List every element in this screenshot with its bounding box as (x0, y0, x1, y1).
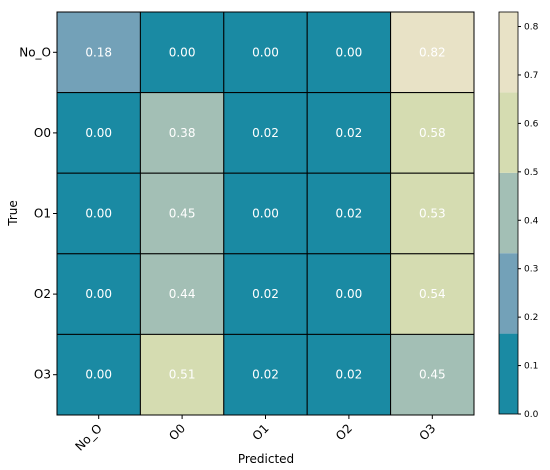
colorbar-tick-label: 0.4 (524, 216, 539, 226)
heatmap-cell (223, 253, 308, 335)
heatmap-cell (223, 333, 308, 416)
cell-value-label: 0.38 (169, 126, 196, 140)
cell-value-label: 0.00 (85, 287, 112, 301)
colorbar-outline (498, 11, 519, 415)
heatmap-cell (139, 172, 225, 255)
cell-value-label: 0.02 (252, 126, 279, 140)
cell-value-label: 0.02 (252, 368, 279, 382)
heatmap-cell (390, 333, 475, 416)
cell-value-label: 0.00 (252, 45, 279, 59)
cell-value-label: 0.54 (419, 287, 446, 301)
cell-value-label: 0.00 (85, 368, 112, 382)
cell-value-label: 0.45 (419, 368, 446, 382)
heatmap-cell (56, 11, 141, 94)
colorbar-band (499, 12, 518, 93)
y-tick-label: O3 (34, 368, 51, 382)
heatmap-cell (306, 11, 392, 94)
heatmap-cell (56, 333, 141, 416)
heatmap-cell (390, 172, 475, 255)
cell-value-label: 0.58 (419, 126, 446, 140)
x-tick-label: O1 (250, 421, 272, 443)
cell-value-label: 0.51 (169, 368, 196, 382)
x-axis-label: Predicted (238, 452, 294, 466)
heatmap-cell (223, 92, 308, 174)
heatmap-cell (139, 333, 225, 416)
cell-value-label: 0.82 (419, 45, 446, 59)
heatmap-cell (56, 92, 141, 174)
cell-value-label: 0.18 (85, 45, 112, 59)
colorbar-band (499, 253, 518, 334)
colorbar-band (499, 92, 518, 173)
heatmap-cell (139, 253, 225, 335)
colorbar-tick-label: 0.1 (524, 362, 538, 372)
heatmap-cell (306, 253, 392, 335)
heatmap-cell (223, 11, 308, 94)
cell-value-label: 0.44 (169, 287, 196, 301)
cell-value-label: 0.45 (169, 207, 196, 221)
colorbar-tick-label: 0.0 (524, 410, 539, 420)
heatmap-cell (390, 92, 475, 174)
colorbar: 0.0 0.1 0.2 0.3 0.4 0.5 0.6 0.7 0.8 (498, 11, 539, 420)
y-tick-label: O1 (34, 207, 51, 221)
colorbar-tick-label: 0.7 (524, 71, 538, 81)
colorbar-tick-label: 0.5 (524, 168, 538, 178)
x-tick-label: O0 (166, 421, 188, 443)
heatmap-cell (139, 11, 225, 94)
y-axis-label: True (6, 200, 20, 227)
y-tick-labels: No_O O0 O1 O2 O3 (19, 45, 57, 382)
x-tick-labels: No_O O0 O1 O2 O3 (72, 415, 438, 454)
cell-value-label: 0.02 (336, 368, 363, 382)
cell-value-label: 0.02 (252, 287, 279, 301)
y-tick-label: No_O (19, 45, 51, 59)
x-tick-label: No_O (72, 421, 104, 453)
heatmap-cell (390, 11, 475, 94)
heatmap-cells: 0.18 0.00 0.00 0.00 0.82 0.00 0.38 0.02 0.02 0.58… (56, 11, 475, 416)
cell-value-label: 0.02 (336, 207, 363, 221)
y-tick-label: O2 (34, 287, 51, 301)
colorbar-tick-label: 0.8 (524, 23, 539, 33)
x-tick-label: O2 (333, 421, 355, 443)
cell-value-label: 0.00 (85, 207, 112, 221)
cell-value-label: 0.00 (252, 207, 279, 221)
cell-value-label: 0.00 (85, 126, 112, 140)
colorbar-tick-label: 0.6 (524, 119, 539, 129)
colorbar-band (499, 172, 518, 254)
heatmap-cell (306, 172, 392, 255)
heatmap-cell (390, 253, 475, 335)
cell-value-label: 0.00 (336, 45, 363, 59)
cell-value-label: 0.00 (169, 45, 196, 59)
x-tick-label: O3 (416, 421, 438, 443)
colorbar-tick-label: 0.2 (524, 313, 538, 323)
cell-value-label: 0.53 (419, 207, 446, 221)
y-tick-label: O0 (34, 126, 51, 140)
cell-value-label: 0.00 (336, 287, 363, 301)
colorbar-tick-label: 0.3 (524, 265, 538, 275)
cell-value-label: 0.02 (336, 126, 363, 140)
heatmap-cell (223, 172, 308, 255)
colorbar-band (499, 333, 518, 414)
